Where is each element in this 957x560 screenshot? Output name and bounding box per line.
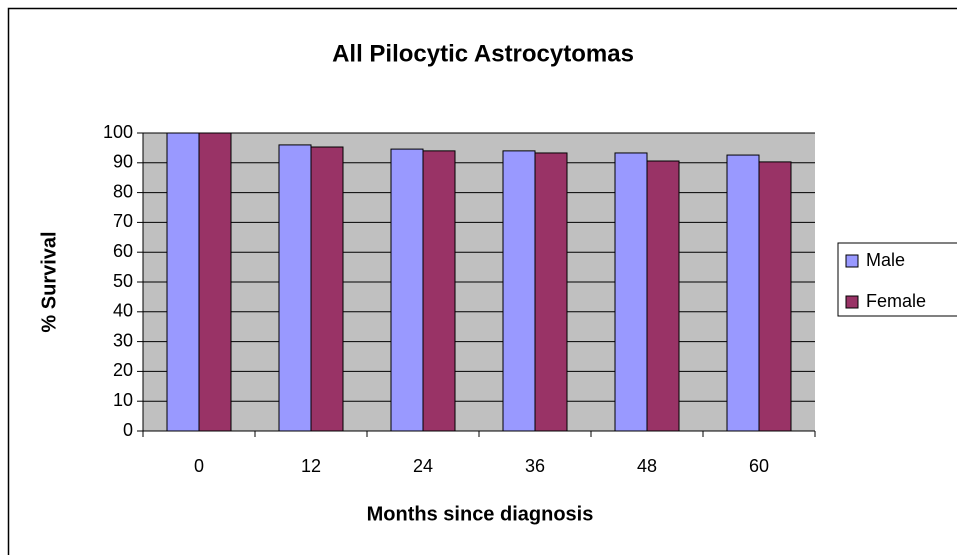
y-tick-label: 90: [113, 152, 133, 172]
x-tick-label: 36: [525, 456, 545, 476]
bar: [647, 161, 679, 431]
bar: [503, 151, 535, 431]
y-tick-label: 100: [103, 122, 133, 142]
y-tick-label: 20: [113, 360, 133, 380]
x-tick-label: 60: [749, 456, 769, 476]
y-tick-label: 50: [113, 271, 133, 291]
x-tick-label: 12: [301, 456, 321, 476]
bar: [279, 145, 311, 431]
x-axis-title: Months since diagnosis: [367, 503, 594, 525]
bar: [167, 133, 199, 431]
legend-swatch: [846, 296, 858, 308]
y-tick-label: 10: [113, 390, 133, 410]
y-axis-title: % Survival: [38, 231, 60, 332]
y-tick-label: 0: [123, 420, 133, 440]
bar: [391, 149, 423, 431]
y-tick-label: 70: [113, 211, 133, 231]
y-tick-label: 40: [113, 301, 133, 321]
chart-title: All Pilocytic Astrocytomas: [332, 40, 634, 67]
y-tick-label: 30: [113, 330, 133, 350]
x-tick-label: 48: [637, 456, 657, 476]
bar: [759, 162, 791, 431]
legend-label: Male: [866, 250, 905, 270]
bar: [535, 153, 567, 431]
bar: [727, 155, 759, 431]
x-tick-label: 24: [413, 456, 433, 476]
y-tick-label: 80: [113, 181, 133, 201]
bar: [423, 151, 455, 431]
bar: [311, 147, 343, 431]
x-tick-label: 0: [194, 456, 204, 476]
legend-swatch: [846, 255, 858, 267]
bar: [615, 153, 647, 431]
bar: [199, 133, 231, 431]
legend-label: Female: [866, 291, 926, 311]
y-tick-label: 60: [113, 241, 133, 261]
